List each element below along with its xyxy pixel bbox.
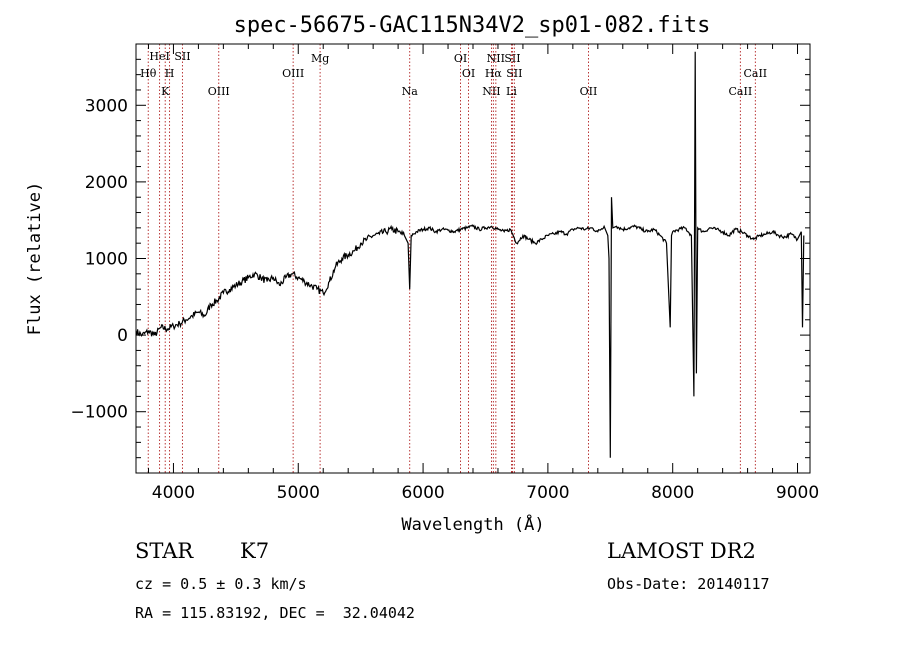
spectral-line-label: SII (504, 52, 520, 65)
spectral-line-label: OI (454, 52, 467, 65)
spectral-line-label: Hθ (140, 67, 157, 80)
spectral-lines-layer: HθHeIKSIIHOIIIOIIIMgNaOIOINIINIIHαSIISII… (140, 44, 767, 473)
spectrum-line (135, 51, 805, 458)
spectral-line-label: SII (174, 50, 190, 63)
spectral-line-label: K (161, 85, 170, 98)
x-tick-label: 7000 (526, 483, 569, 503)
x-axis-label: Wavelength (Å) (401, 513, 544, 535)
spectral-line-label: NII (487, 52, 505, 65)
spectral-line-label: OI (462, 67, 475, 80)
x-tick-label: 5000 (277, 483, 320, 503)
spectral-line-label: NII (482, 85, 500, 98)
spectral-line-label: CaII (729, 85, 753, 98)
survey-name: LAMOST DR2 (607, 539, 756, 563)
object-class: STAR (135, 539, 194, 563)
y-tick-label: 1000 (85, 250, 128, 270)
x-tick-label: 4000 (152, 483, 195, 503)
spectral-line-label: Mg (311, 52, 329, 65)
y-tick-label: 2000 (85, 173, 128, 193)
plot-frame (135, 43, 811, 474)
y-tick-label: −1000 (70, 403, 128, 423)
obs-date: Obs-Date: 20140117 (607, 575, 770, 593)
spectral-line-label: OIII (208, 85, 230, 98)
redshift-text: cz = 0.5 ± 0.3 km/s (135, 575, 307, 593)
spectral-line-label: CaII (743, 67, 767, 80)
spectral-line-label: H (165, 67, 175, 80)
spectral-line-label: OII (580, 85, 598, 98)
axis-ticks-layer: 4000 5000 6000 7000 8000 9000 −1000 0 1000 2000 30… (70, 43, 819, 503)
coordinates-text: RA = 115.83192, DEC = 32.04042 (135, 604, 415, 622)
y-axis-label: Flux (relative) (25, 182, 45, 336)
object-subclass: K7 (240, 539, 270, 563)
spectral-line-label: Na (402, 85, 419, 98)
spectral-line-label: Li (506, 85, 517, 98)
spectral-line-label: HeI (149, 50, 169, 63)
x-tick-label: 6000 (401, 483, 444, 503)
chart-title: spec-56675-GAC115N34V2_sp01-082.fits (234, 13, 711, 38)
x-tick-label: 9000 (776, 483, 819, 503)
y-tick-label: 3000 (85, 96, 128, 116)
y-tick-label: 0 (117, 326, 128, 346)
spectral-line-label: SII (506, 67, 522, 80)
x-tick-label: 8000 (651, 483, 694, 503)
spectral-line-label: OIII (282, 67, 304, 80)
spectral-line-label: Hα (485, 67, 503, 80)
